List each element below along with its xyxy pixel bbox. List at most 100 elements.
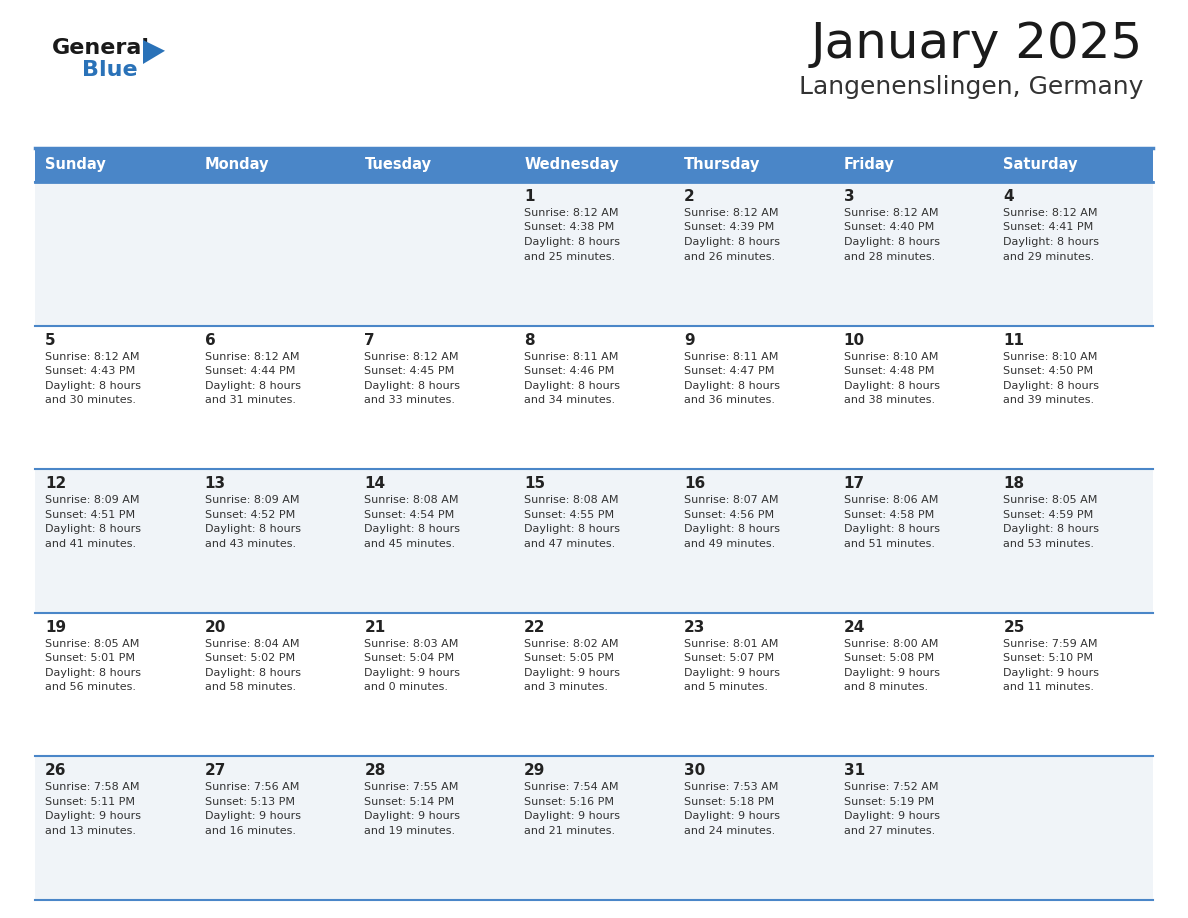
Text: 1: 1 [524,189,535,204]
Text: and 41 minutes.: and 41 minutes. [45,539,137,549]
Text: Saturday: Saturday [1004,158,1078,173]
Text: Sunset: 4:43 PM: Sunset: 4:43 PM [45,366,135,376]
Bar [195,148,354,182]
Text: 14: 14 [365,476,386,491]
Text: Daylight: 9 hours: Daylight: 9 hours [524,667,620,677]
Bar [34,182,1154,326]
Text: Daylight: 8 hours: Daylight: 8 hours [45,381,141,390]
Text: Sunrise: 8:10 AM: Sunrise: 8:10 AM [1004,352,1098,362]
Text: Sunrise: 8:12 AM: Sunrise: 8:12 AM [365,352,459,362]
Text: 16: 16 [684,476,706,491]
Text: Sunrise: 7:54 AM: Sunrise: 7:54 AM [524,782,619,792]
Text: 23: 23 [684,620,706,635]
Text: Sunrise: 8:01 AM: Sunrise: 8:01 AM [684,639,778,649]
Text: Sunrise: 8:08 AM: Sunrise: 8:08 AM [365,495,459,505]
Text: Sunset: 4:39 PM: Sunset: 4:39 PM [684,222,775,232]
Text: 8: 8 [524,332,535,348]
Bar [34,469,1154,613]
Text: Sunrise: 7:58 AM: Sunrise: 7:58 AM [45,782,139,792]
Text: Sunset: 5:04 PM: Sunset: 5:04 PM [365,654,455,664]
Text: 22: 22 [524,620,545,635]
Text: Sunrise: 8:12 AM: Sunrise: 8:12 AM [684,208,778,218]
Text: Sunset: 4:50 PM: Sunset: 4:50 PM [1004,366,1093,376]
Text: Sunset: 4:47 PM: Sunset: 4:47 PM [684,366,775,376]
Text: Sunrise: 7:56 AM: Sunrise: 7:56 AM [204,782,299,792]
Text: Daylight: 9 hours: Daylight: 9 hours [1004,667,1099,677]
Text: Daylight: 9 hours: Daylight: 9 hours [843,812,940,822]
Text: and 47 minutes.: and 47 minutes. [524,539,615,549]
Text: and 19 minutes.: and 19 minutes. [365,826,455,836]
Text: 5: 5 [45,332,56,348]
Text: 31: 31 [843,764,865,778]
Text: Sunset: 4:51 PM: Sunset: 4:51 PM [45,509,135,520]
Text: 28: 28 [365,764,386,778]
Text: Sunrise: 7:52 AM: Sunrise: 7:52 AM [843,782,939,792]
Text: Daylight: 8 hours: Daylight: 8 hours [204,524,301,534]
Text: Sunrise: 8:11 AM: Sunrise: 8:11 AM [524,352,619,362]
Text: 19: 19 [45,620,67,635]
Text: 4: 4 [1004,189,1013,204]
Text: Sunset: 4:40 PM: Sunset: 4:40 PM [843,222,934,232]
Text: Sunset: 5:10 PM: Sunset: 5:10 PM [1004,654,1093,664]
Text: and 27 minutes.: and 27 minutes. [843,826,935,836]
Text: 26: 26 [45,764,67,778]
Text: and 28 minutes.: and 28 minutes. [843,252,935,262]
Text: Sunset: 5:14 PM: Sunset: 5:14 PM [365,797,455,807]
Text: Sunrise: 8:11 AM: Sunrise: 8:11 AM [684,352,778,362]
Text: and 49 minutes.: and 49 minutes. [684,539,775,549]
Text: and 5 minutes.: and 5 minutes. [684,682,767,692]
Bar [34,756,1154,900]
Text: Sunrise: 8:12 AM: Sunrise: 8:12 AM [524,208,619,218]
Text: Sunrise: 8:06 AM: Sunrise: 8:06 AM [843,495,939,505]
Text: and 16 minutes.: and 16 minutes. [204,826,296,836]
Text: and 33 minutes.: and 33 minutes. [365,395,455,405]
Text: Sunrise: 8:08 AM: Sunrise: 8:08 AM [524,495,619,505]
Text: Daylight: 8 hours: Daylight: 8 hours [843,237,940,247]
Text: Tuesday: Tuesday [365,158,431,173]
Text: Sunset: 4:45 PM: Sunset: 4:45 PM [365,366,455,376]
Text: Sunrise: 8:07 AM: Sunrise: 8:07 AM [684,495,778,505]
Text: Sunset: 4:41 PM: Sunset: 4:41 PM [1004,222,1093,232]
Text: Sunset: 5:19 PM: Sunset: 5:19 PM [843,797,934,807]
Text: and 31 minutes.: and 31 minutes. [204,395,296,405]
Text: Sunset: 4:48 PM: Sunset: 4:48 PM [843,366,934,376]
Text: Daylight: 8 hours: Daylight: 8 hours [45,667,141,677]
Text: Daylight: 8 hours: Daylight: 8 hours [204,667,301,677]
Text: and 29 minutes.: and 29 minutes. [1004,252,1094,262]
Text: Sunrise: 8:10 AM: Sunrise: 8:10 AM [843,352,939,362]
Text: 10: 10 [843,332,865,348]
Text: Daylight: 8 hours: Daylight: 8 hours [524,524,620,534]
Text: 3: 3 [843,189,854,204]
Text: and 26 minutes.: and 26 minutes. [684,252,775,262]
Text: Sunrise: 7:59 AM: Sunrise: 7:59 AM [1004,639,1098,649]
Text: 27: 27 [204,764,226,778]
Text: Sunrise: 8:09 AM: Sunrise: 8:09 AM [45,495,139,505]
Bar [993,148,1154,182]
Text: Daylight: 8 hours: Daylight: 8 hours [204,381,301,390]
Text: Sunset: 5:08 PM: Sunset: 5:08 PM [843,654,934,664]
Text: Blue: Blue [82,60,138,80]
Text: Monday: Monday [204,158,270,173]
Text: and 34 minutes.: and 34 minutes. [524,395,615,405]
Text: Sunset: 5:07 PM: Sunset: 5:07 PM [684,654,775,664]
Text: 21: 21 [365,620,386,635]
Text: and 56 minutes.: and 56 minutes. [45,682,135,692]
Text: 9: 9 [684,332,695,348]
Text: and 43 minutes.: and 43 minutes. [204,539,296,549]
Bar [34,613,1154,756]
Text: Daylight: 8 hours: Daylight: 8 hours [843,524,940,534]
Text: 15: 15 [524,476,545,491]
Text: Sunrise: 8:00 AM: Sunrise: 8:00 AM [843,639,939,649]
Text: Sunrise: 8:02 AM: Sunrise: 8:02 AM [524,639,619,649]
Text: Daylight: 9 hours: Daylight: 9 hours [684,812,779,822]
Text: and 0 minutes.: and 0 minutes. [365,682,448,692]
Text: 30: 30 [684,764,706,778]
Text: Daylight: 9 hours: Daylight: 9 hours [684,667,779,677]
Text: Daylight: 8 hours: Daylight: 8 hours [1004,524,1099,534]
Text: and 30 minutes.: and 30 minutes. [45,395,135,405]
Text: Daylight: 9 hours: Daylight: 9 hours [365,812,461,822]
Text: Daylight: 8 hours: Daylight: 8 hours [1004,237,1099,247]
Text: Daylight: 9 hours: Daylight: 9 hours [45,812,141,822]
Text: Sunset: 4:56 PM: Sunset: 4:56 PM [684,509,775,520]
Text: Thursday: Thursday [684,158,760,173]
